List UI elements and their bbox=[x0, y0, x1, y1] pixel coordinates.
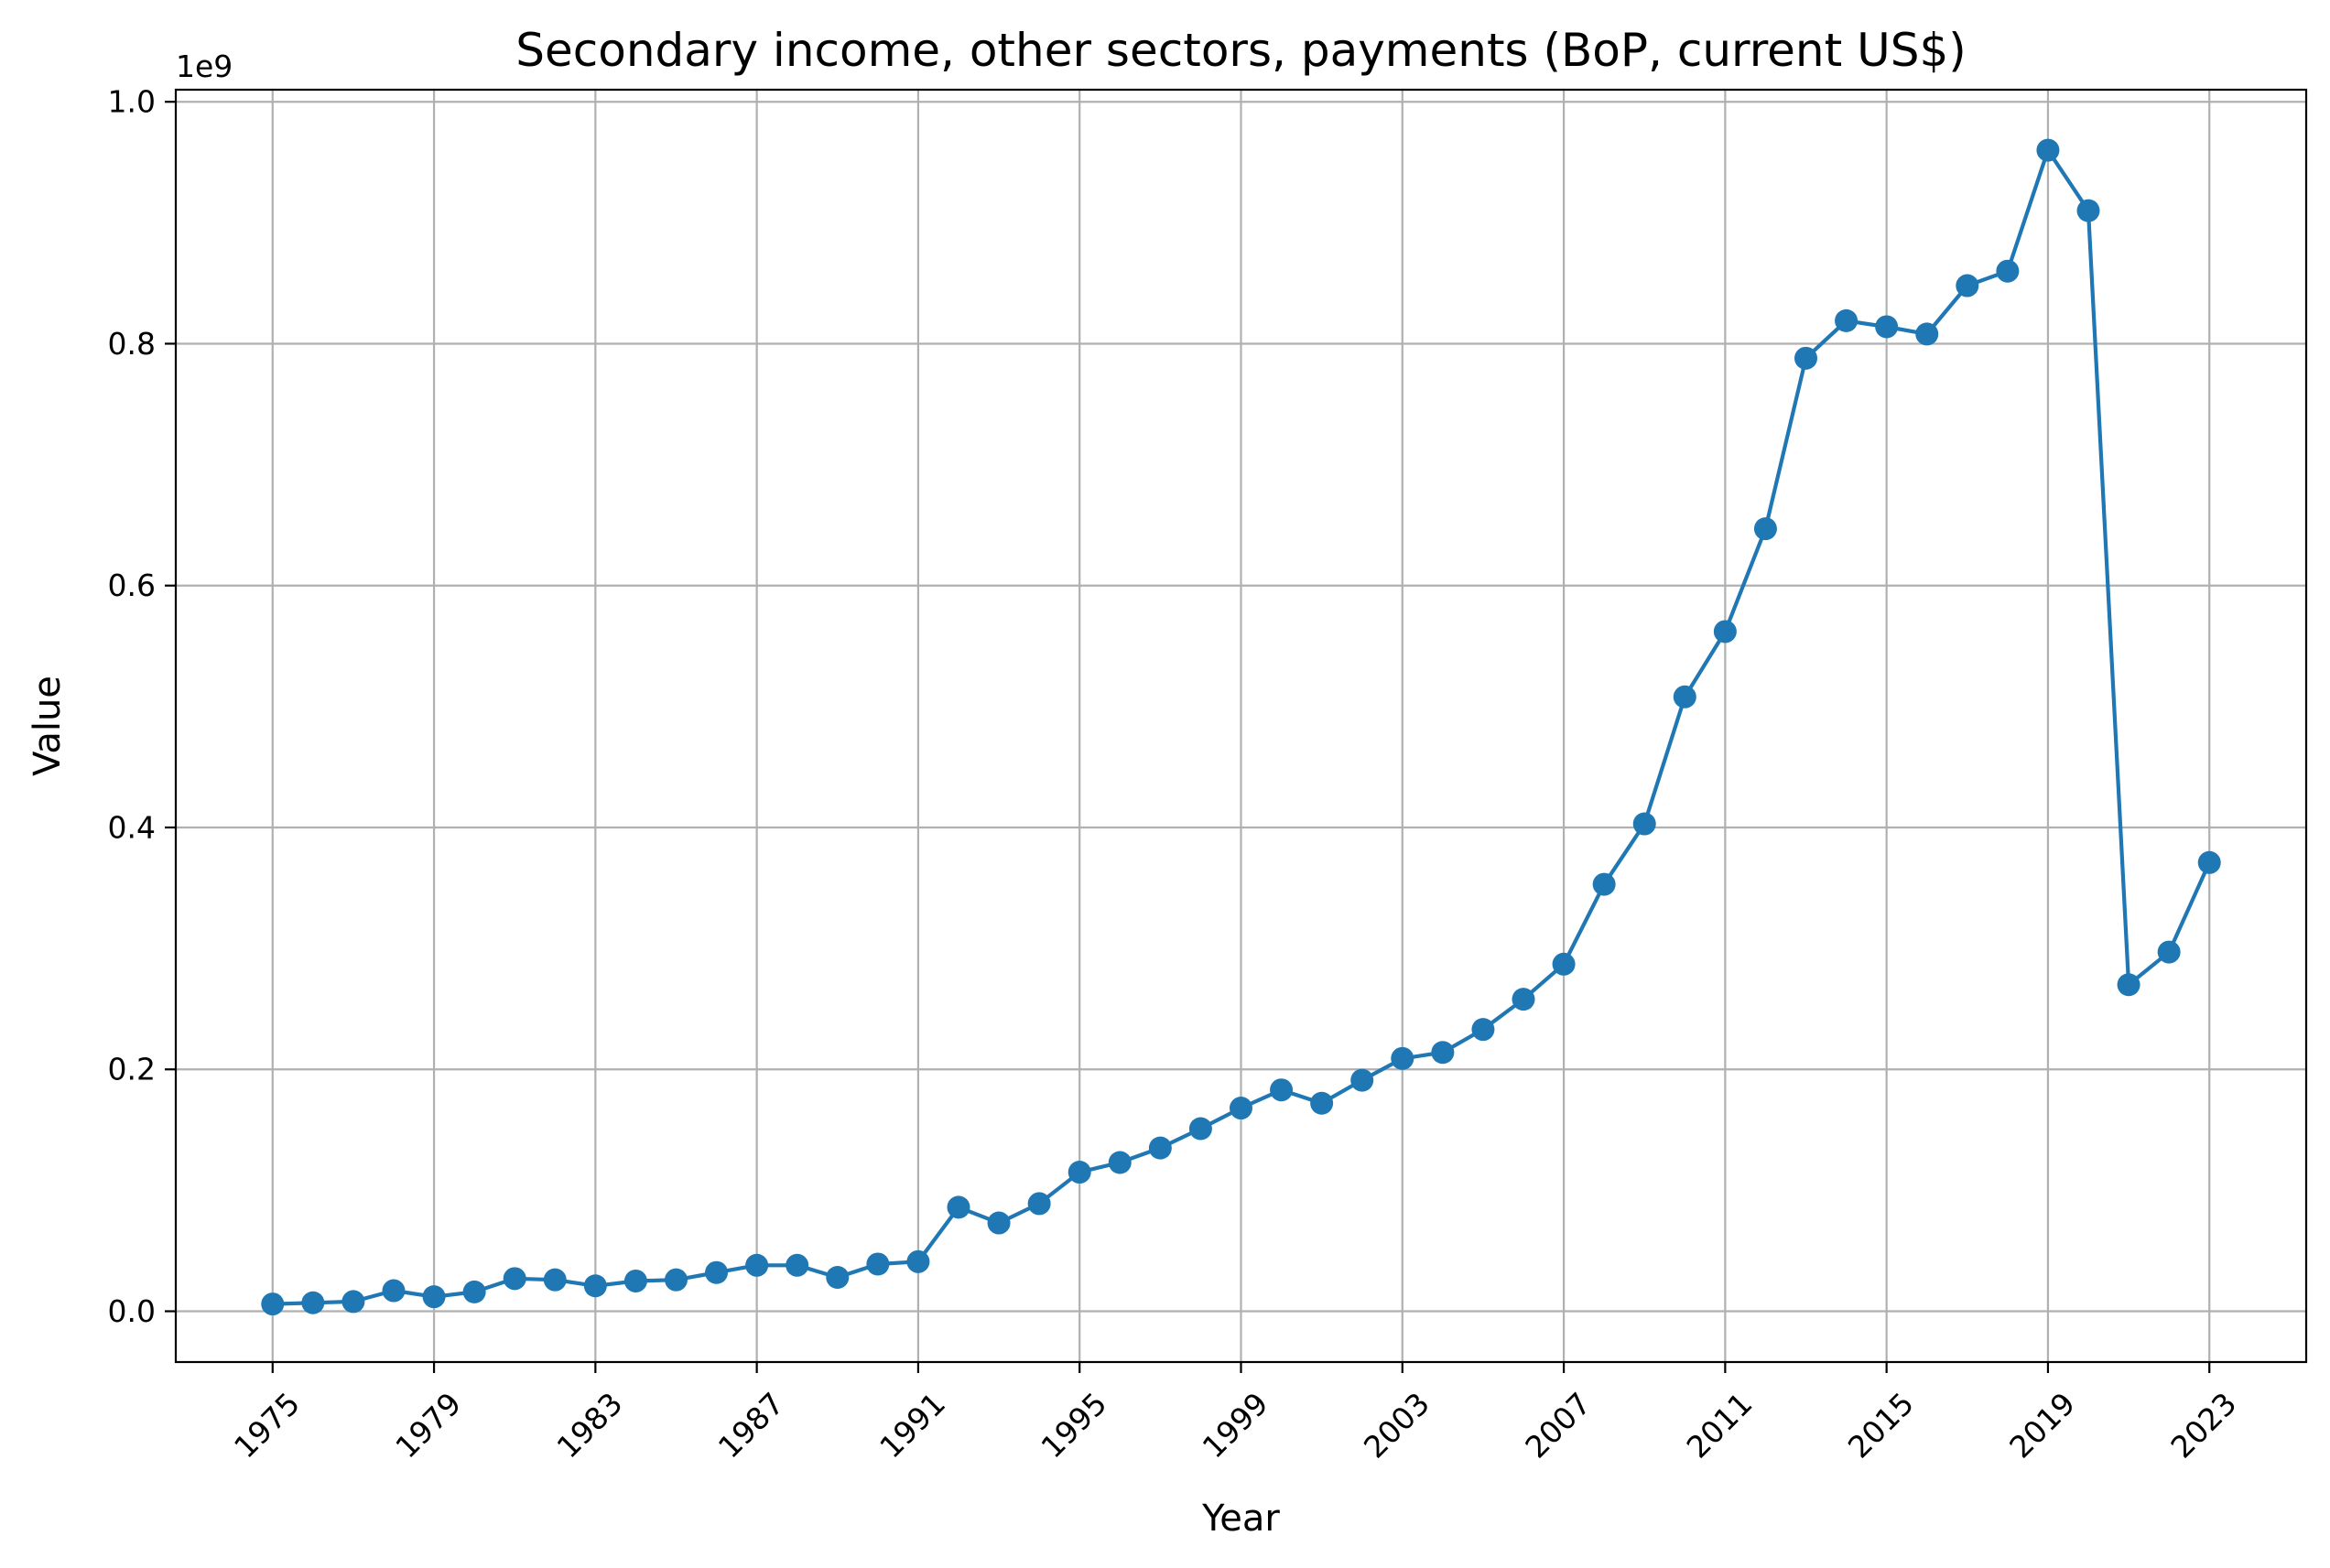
data-point bbox=[1230, 1097, 1252, 1120]
data-point bbox=[1512, 988, 1535, 1011]
y-tick-label: 0.0 bbox=[108, 1293, 156, 1329]
data-point bbox=[261, 1292, 285, 1316]
data-point bbox=[1391, 1046, 1414, 1070]
data-point bbox=[2036, 138, 2060, 162]
data-point bbox=[2076, 199, 2100, 222]
data-point bbox=[745, 1253, 769, 1277]
y-tick-label: 1.0 bbox=[108, 84, 156, 120]
data-point bbox=[422, 1285, 446, 1309]
y-offset-text: 1e9 bbox=[176, 49, 233, 84]
data-point bbox=[987, 1211, 1011, 1235]
y-tick-label: 0.4 bbox=[108, 809, 156, 845]
data-point bbox=[1592, 872, 1616, 896]
data-point bbox=[1632, 812, 1656, 836]
y-axis-label: Value bbox=[27, 676, 69, 776]
data-point bbox=[826, 1266, 850, 1290]
data-point bbox=[1270, 1078, 1294, 1102]
grid bbox=[176, 90, 2306, 1362]
data-point bbox=[2197, 850, 2221, 874]
data-point bbox=[583, 1274, 607, 1298]
data-point bbox=[1552, 952, 1576, 976]
data-point bbox=[1148, 1136, 1172, 1160]
data-point bbox=[1310, 1091, 1334, 1115]
data-point bbox=[1794, 346, 1818, 370]
data-point bbox=[1471, 1018, 1495, 1042]
data-point bbox=[1996, 259, 2020, 283]
data-point bbox=[786, 1253, 809, 1277]
data-point bbox=[341, 1290, 365, 1314]
data-point bbox=[1067, 1161, 1091, 1184]
data-point bbox=[1875, 315, 1899, 339]
data-point bbox=[1431, 1041, 1455, 1065]
chart-title: Secondary income, other sectors, payment… bbox=[515, 24, 1967, 77]
data-point bbox=[1915, 322, 1939, 346]
data-point bbox=[1673, 685, 1696, 708]
data-point bbox=[906, 1249, 930, 1273]
y-tick-label: 0.6 bbox=[108, 568, 156, 603]
y-axis: 0.0 0.2 0.4 0.6 0.8 1.0 bbox=[108, 84, 176, 1329]
data-point bbox=[2157, 940, 2181, 964]
data-point bbox=[1108, 1151, 1132, 1174]
data-point bbox=[1713, 620, 1737, 643]
data-point bbox=[462, 1280, 486, 1303]
data-point bbox=[1835, 308, 1859, 332]
data-point bbox=[1956, 274, 1979, 297]
data-point bbox=[1188, 1117, 1212, 1141]
data-point bbox=[2117, 973, 2140, 997]
data-point bbox=[947, 1195, 970, 1219]
data-point bbox=[705, 1260, 729, 1284]
data-point bbox=[301, 1291, 325, 1314]
data-point bbox=[623, 1269, 647, 1292]
x-axis-label: Year bbox=[1201, 1498, 1280, 1540]
data-point bbox=[664, 1268, 688, 1292]
data-point bbox=[866, 1252, 890, 1276]
y-tick-label: 0.2 bbox=[108, 1052, 156, 1087]
data-point bbox=[543, 1268, 567, 1292]
data-point bbox=[382, 1279, 406, 1303]
data-point bbox=[1753, 517, 1777, 541]
data-point bbox=[503, 1267, 526, 1291]
data-series bbox=[261, 138, 2221, 1316]
data-point bbox=[1350, 1068, 1374, 1092]
data-point bbox=[1027, 1192, 1051, 1216]
y-tick-label: 0.8 bbox=[108, 326, 156, 362]
